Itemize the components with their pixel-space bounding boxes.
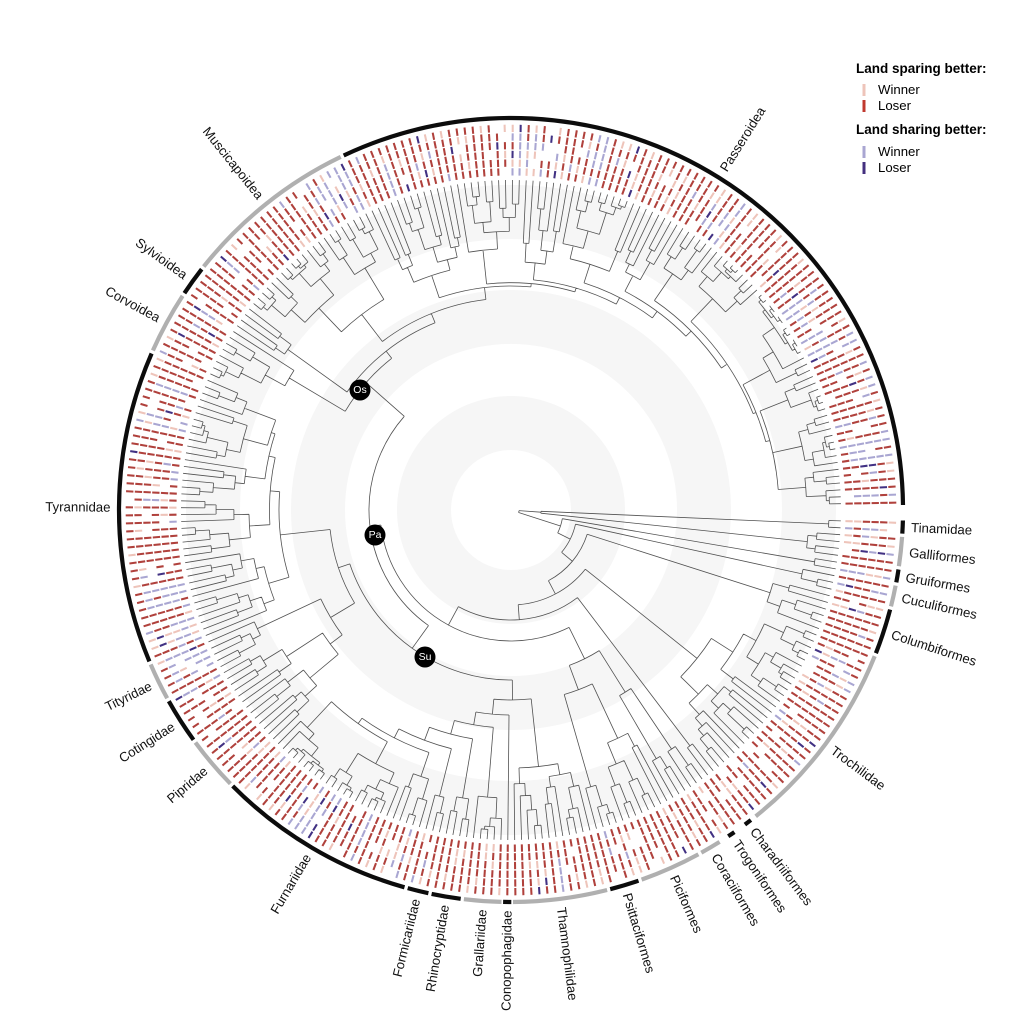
svg-text:Loser: Loser xyxy=(878,160,912,175)
svg-text:Winner: Winner xyxy=(878,82,920,97)
svg-text:Loser: Loser xyxy=(878,98,912,113)
svg-text:Su: Su xyxy=(419,651,432,663)
svg-text:Pa: Pa xyxy=(369,529,382,541)
svg-text:Galliformes: Galliformes xyxy=(908,545,976,567)
svg-text:Winner: Winner xyxy=(878,144,920,159)
svg-text:Land sparing better:: Land sparing better: xyxy=(856,61,987,76)
svg-text:Tinamidae: Tinamidae xyxy=(911,520,973,538)
svg-text:Conopophagidae: Conopophagidae xyxy=(499,910,515,1011)
svg-text:Land sharing better:: Land sharing better: xyxy=(856,122,987,137)
svg-text:Os: Os xyxy=(353,384,366,396)
svg-text:Grallariidae: Grallariidae xyxy=(470,909,490,977)
svg-text:Tyrannidae: Tyrannidae xyxy=(45,499,110,514)
